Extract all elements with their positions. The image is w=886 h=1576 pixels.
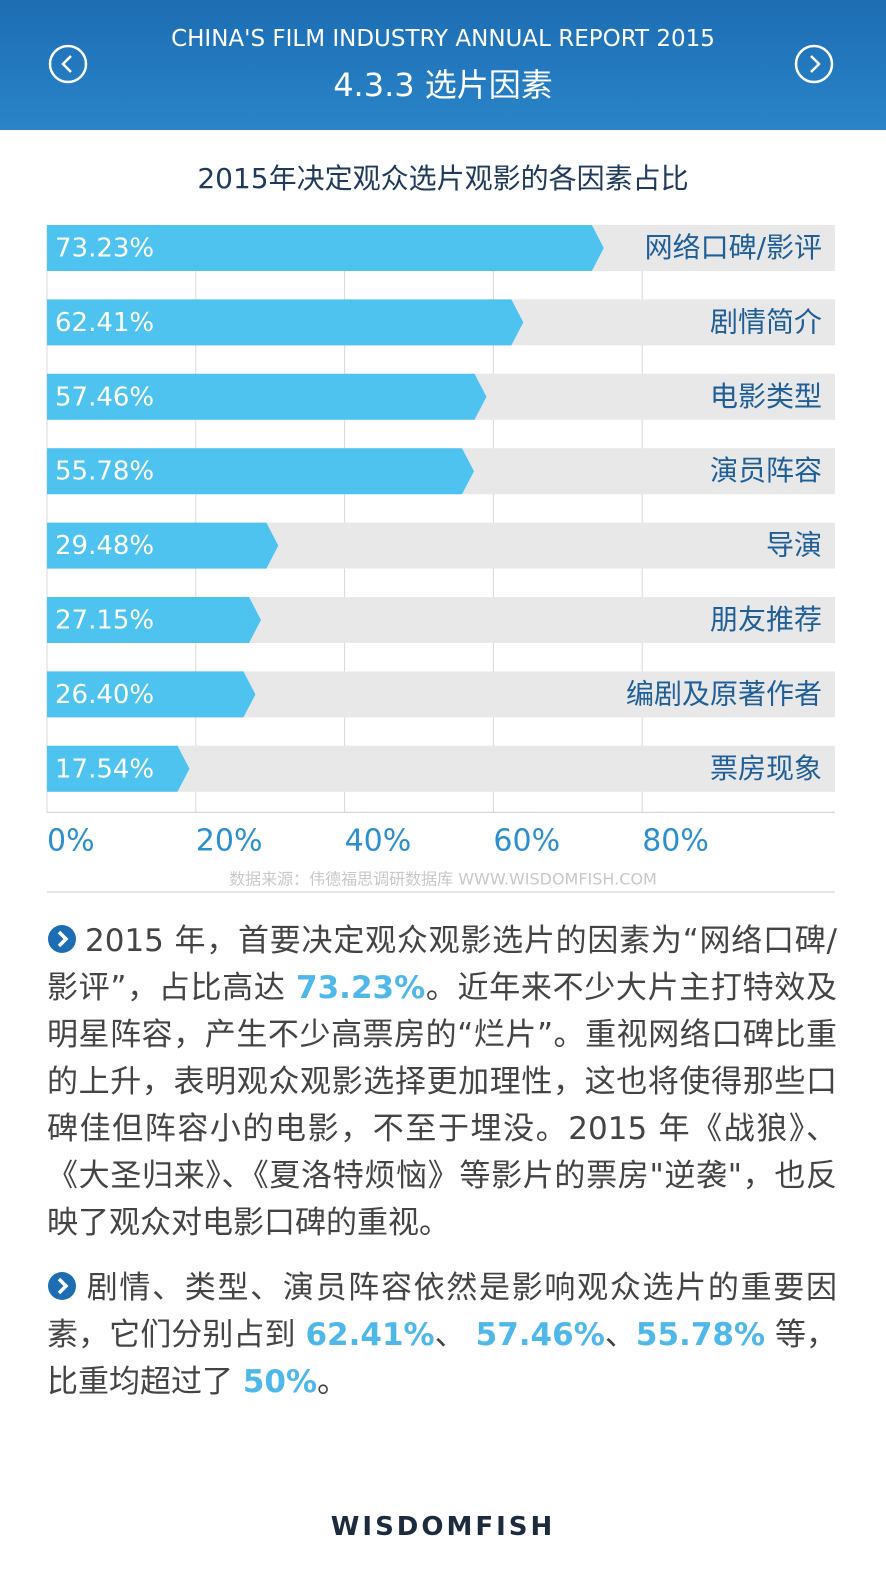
x-tick-label: 40%	[345, 824, 412, 859]
x-tick-label: 20%	[196, 824, 263, 859]
category-label: 电影类型	[710, 380, 822, 413]
bar	[47, 522, 279, 569]
value-label: 17.54%	[55, 754, 154, 784]
highlight-text: 57.46%	[475, 1317, 605, 1353]
x-tick-label: 0%	[47, 824, 95, 859]
value-label: 29.48%	[55, 531, 154, 561]
bar	[47, 671, 256, 718]
prev-button[interactable]	[48, 44, 88, 84]
text: 。	[317, 1364, 349, 1400]
chart: 2015年决定观众选片观影的各因素占比 数据来源：伟德福思调研数据库 WWW.W…	[46, 162, 835, 893]
highlight-text: 73.23%	[296, 970, 426, 1006]
paragraph: 剧情、类型、演员阵容依然是影响观众选片的重要因素，它们分别占到 62.41%、 …	[47, 1265, 837, 1406]
category-label: 网络口碑/影评	[645, 231, 822, 264]
value-label: 55.78%	[55, 457, 154, 487]
category-label: 剧情简介	[710, 305, 822, 338]
value-label: 62.41%	[55, 308, 154, 338]
category-label: 编剧及原著作者	[626, 677, 822, 710]
category-label: 演员阵容	[710, 454, 822, 487]
category-label: 导演	[766, 529, 822, 562]
highlight-text: 50%	[242, 1364, 318, 1400]
source: 数据来源：伟德福思调研数据库 WWW.WISDOMFISH.COM	[229, 870, 657, 889]
value-label: 27.15%	[55, 606, 154, 636]
paragraphs: 2015 年，首要决定观众观影选片的因素为“网络口碑/影评”，占比高达 73.2…	[47, 918, 837, 1424]
next-button[interactable]	[794, 44, 834, 84]
x-tick-label: 60%	[493, 824, 560, 859]
text: 、	[434, 1317, 476, 1353]
category-label: 票房现象	[710, 752, 822, 785]
value-label: 73.23%	[55, 234, 154, 264]
text: 。近年来不少大片主打特效及明星阵容，产生不少高票房的“烂片”。重视网络口碑比重的…	[47, 970, 837, 1241]
value-label: 57.46%	[55, 382, 154, 412]
text: 、	[604, 1317, 636, 1353]
bar	[47, 597, 261, 643]
header-subtitle: CHINA'S FILM INDUSTRY ANNUAL REPORT 2015	[171, 26, 715, 52]
text: 2015 年，首要决定观众观影选片的因素为“网络口碑/影评”，占比高达	[47, 923, 837, 1006]
bar	[47, 299, 524, 346]
chart-title: 2015年决定观众选片观影的各因素占比	[197, 162, 688, 195]
highlight-text: 62.41%	[305, 1317, 435, 1353]
bar	[47, 448, 475, 495]
bullet-icon	[48, 925, 76, 953]
bar	[47, 373, 487, 420]
header: CHINA'S FILM INDUSTRY ANNUAL REPORT 2015…	[0, 0, 886, 130]
bar	[47, 225, 604, 271]
x-tick-label: 80%	[642, 824, 709, 859]
bullet-icon	[48, 1272, 76, 1300]
category-label: 朋友推荐	[710, 603, 822, 636]
text: 等，比重均超过了	[47, 1317, 838, 1400]
text: 剧情、类型、演员阵容依然是影响观众选片的重要因素，它们分别占到	[47, 1270, 837, 1353]
paragraph: 2015 年，首要决定观众观影选片的因素为“网络口碑/影评”，占比高达 73.2…	[47, 918, 837, 1247]
header-title: 4.3.3 选片因素	[333, 66, 553, 104]
value-label: 26.40%	[55, 680, 154, 710]
bar	[47, 745, 190, 792]
highlight-text: 55.78%	[635, 1317, 766, 1353]
footer-logo: WISDOMFISH	[330, 1512, 556, 1542]
